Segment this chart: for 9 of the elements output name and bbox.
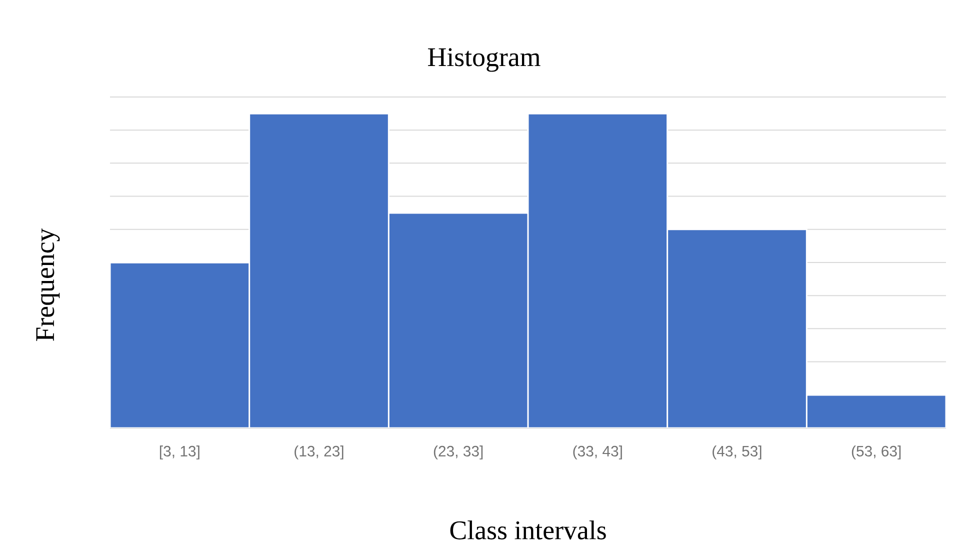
x-tick-label: (13, 23] — [294, 446, 344, 460]
x-axis-title: Class intervals — [450, 520, 606, 540]
y-axis-title: Frequency — [36, 228, 60, 341]
x-tick-label: (43, 53] — [712, 446, 762, 460]
x-tick-label: (23, 33] — [434, 446, 483, 460]
x-tick-label: (33, 43] — [573, 446, 622, 460]
chart-title: Histogram — [428, 48, 540, 72]
x-tick-label: [3, 13] — [160, 446, 200, 460]
x-tick-label: (53, 63] — [852, 446, 901, 460]
